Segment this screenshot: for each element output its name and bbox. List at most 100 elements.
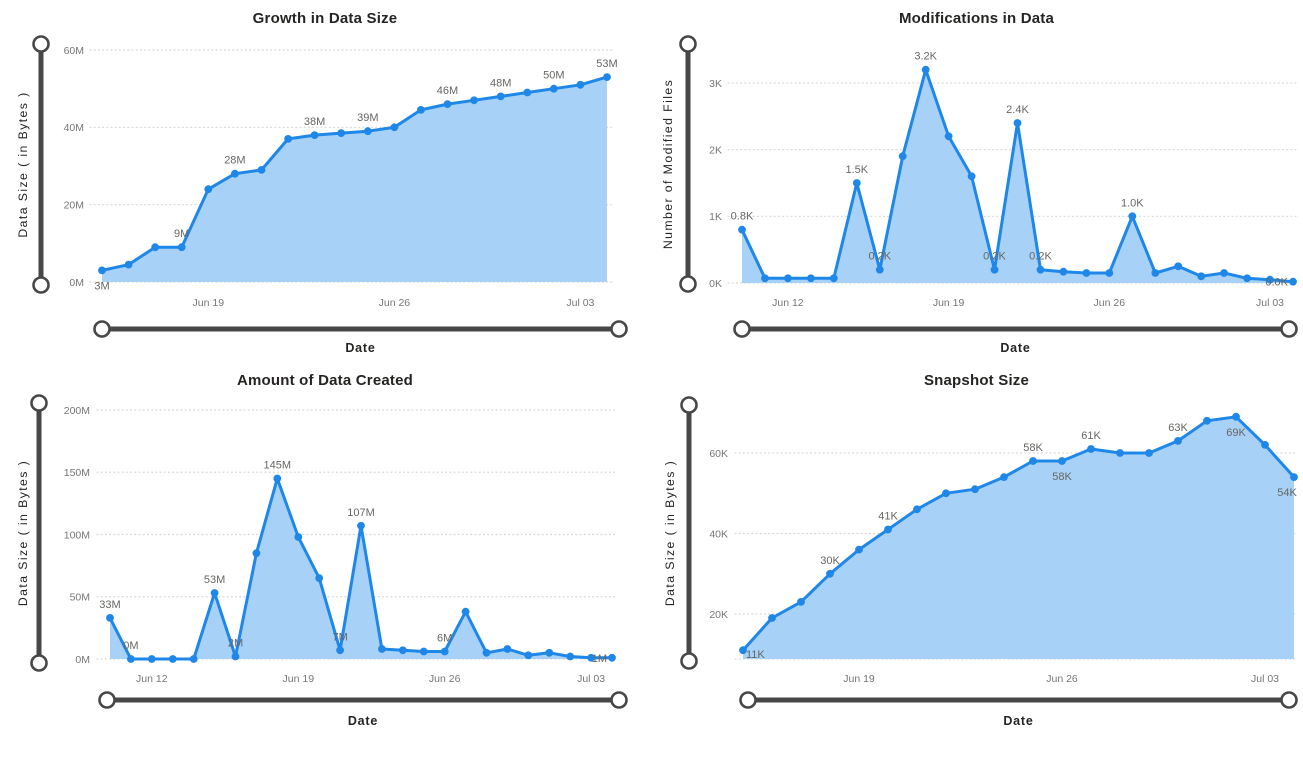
data-point[interactable] xyxy=(440,647,449,656)
data-point[interactable] xyxy=(898,152,907,161)
data-point[interactable] xyxy=(378,645,386,653)
data-point[interactable] xyxy=(608,653,616,662)
data-point[interactable] xyxy=(419,647,428,656)
data-point[interactable] xyxy=(990,265,999,274)
data-point[interactable] xyxy=(1082,269,1091,277)
data-point[interactable] xyxy=(177,243,186,252)
data-point[interactable] xyxy=(944,132,953,141)
data-point[interactable] xyxy=(549,84,558,93)
data-point[interactable] xyxy=(1220,269,1228,277)
data-point[interactable] xyxy=(1029,457,1037,465)
y-slider-handle-top[interactable] xyxy=(680,396,698,414)
data-point[interactable] xyxy=(1000,473,1008,481)
y-slider-handle-bottom[interactable] xyxy=(30,654,48,672)
data-point[interactable] xyxy=(739,646,747,655)
data-point[interactable] xyxy=(337,129,346,138)
data-point[interactable] xyxy=(126,655,135,663)
data-point[interactable] xyxy=(826,569,834,578)
data-point[interactable] xyxy=(545,648,554,657)
data-point[interactable] xyxy=(1203,416,1211,425)
data-point[interactable] xyxy=(942,489,950,498)
data-point[interactable] xyxy=(1013,119,1022,127)
data-point[interactable] xyxy=(310,131,319,140)
data-point[interactable] xyxy=(738,225,746,234)
data-point[interactable] xyxy=(496,92,505,101)
y-slider-handle-bottom[interactable] xyxy=(32,276,50,294)
x-slider-handle-right[interactable] xyxy=(610,320,628,338)
data-point[interactable] xyxy=(284,135,292,143)
data-point[interactable] xyxy=(1087,445,1095,453)
data-point[interactable] xyxy=(1151,269,1160,277)
data-point[interactable] xyxy=(189,655,198,663)
area-fill[interactable] xyxy=(110,478,612,660)
data-point[interactable] xyxy=(124,260,133,269)
x-slider-handle-left[interactable] xyxy=(739,691,757,709)
data-point[interactable] xyxy=(566,652,575,661)
data-point[interactable] xyxy=(587,653,595,662)
data-point[interactable] xyxy=(921,65,930,74)
area-fill[interactable] xyxy=(102,77,607,282)
data-point[interactable] xyxy=(768,614,776,622)
data-point[interactable] xyxy=(151,243,160,252)
data-point[interactable] xyxy=(603,73,611,81)
data-point[interactable] xyxy=(1232,412,1240,421)
data-point[interactable] xyxy=(390,123,399,132)
data-point[interactable] xyxy=(470,96,478,105)
data-point[interactable] xyxy=(875,265,884,274)
data-point[interactable] xyxy=(1266,275,1274,284)
data-point[interactable] xyxy=(1174,437,1182,445)
area-fill[interactable] xyxy=(743,416,1294,659)
data-point[interactable] xyxy=(1261,441,1269,449)
data-point[interactable] xyxy=(784,274,792,283)
data-point[interactable] xyxy=(1243,274,1251,283)
data-point[interactable] xyxy=(231,652,240,661)
data-point[interactable] xyxy=(1197,272,1206,281)
data-point[interactable] xyxy=(1289,277,1297,286)
data-point[interactable] xyxy=(106,614,114,622)
data-point[interactable] xyxy=(1058,457,1066,465)
data-point[interactable] xyxy=(761,274,769,283)
y-slider-handle-top[interactable] xyxy=(32,35,50,53)
data-point[interactable] xyxy=(315,574,324,582)
data-point[interactable] xyxy=(482,648,491,657)
data-point[interactable] xyxy=(398,646,407,655)
data-point[interactable] xyxy=(210,589,219,597)
data-point[interactable] xyxy=(357,521,365,530)
data-point[interactable] xyxy=(252,549,261,558)
data-point[interactable] xyxy=(1145,449,1153,457)
data-point[interactable] xyxy=(257,166,266,174)
data-point[interactable] xyxy=(576,80,585,89)
data-point[interactable] xyxy=(807,274,815,283)
y-slider-handle-top[interactable] xyxy=(30,394,48,412)
data-point[interactable] xyxy=(1174,262,1183,271)
data-point[interactable] xyxy=(1105,269,1114,277)
x-slider-handle-left[interactable] xyxy=(733,320,751,338)
data-point[interactable] xyxy=(336,646,344,655)
data-point[interactable] xyxy=(461,607,470,616)
data-point[interactable] xyxy=(884,525,892,534)
data-point[interactable] xyxy=(523,88,532,97)
data-point[interactable] xyxy=(797,598,805,606)
data-point[interactable] xyxy=(204,185,213,194)
x-slider-handle-left[interactable] xyxy=(98,691,116,709)
data-point[interactable] xyxy=(168,655,177,663)
data-point[interactable] xyxy=(98,266,106,275)
x-slider-handle-left[interactable] xyxy=(93,320,111,338)
y-slider-handle-bottom[interactable] xyxy=(679,275,697,293)
data-point[interactable] xyxy=(1128,212,1137,221)
data-point[interactable] xyxy=(273,474,282,483)
data-point[interactable] xyxy=(1059,267,1068,276)
data-point[interactable] xyxy=(1116,449,1124,457)
data-point[interactable] xyxy=(971,485,979,494)
data-point[interactable] xyxy=(443,100,452,108)
data-point[interactable] xyxy=(363,127,372,136)
data-point[interactable] xyxy=(294,533,303,541)
area-fill[interactable] xyxy=(742,69,1293,283)
data-point[interactable] xyxy=(913,505,921,514)
data-point[interactable] xyxy=(147,655,156,663)
x-slider-handle-right[interactable] xyxy=(1280,320,1298,338)
y-slider-handle-bottom[interactable] xyxy=(680,652,698,670)
data-point[interactable] xyxy=(967,172,976,181)
data-point[interactable] xyxy=(829,274,838,283)
data-point[interactable] xyxy=(852,179,861,187)
